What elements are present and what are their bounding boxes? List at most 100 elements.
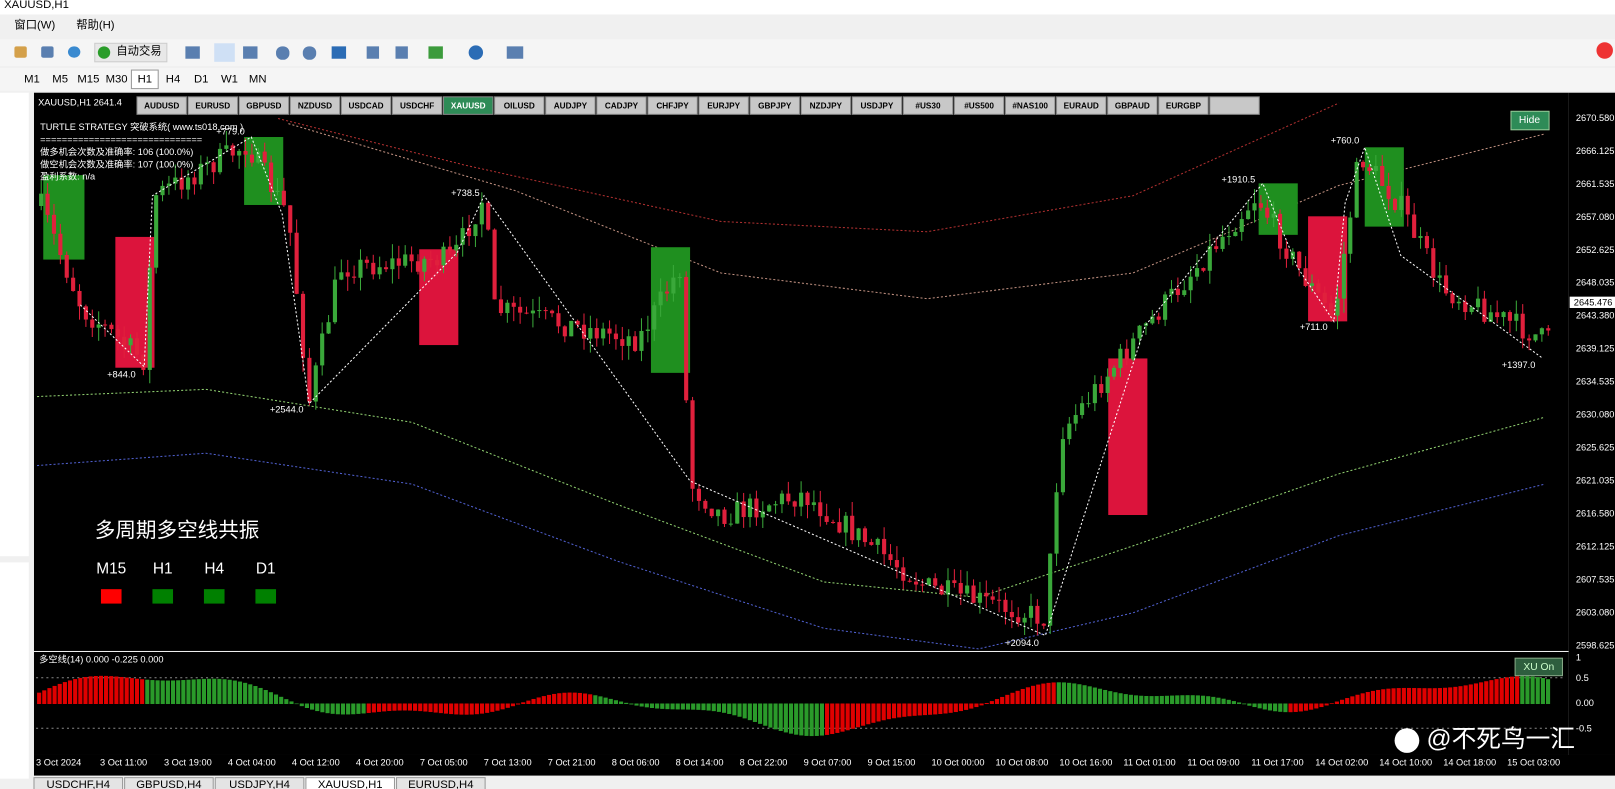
symbol-button[interactable] [442,96,494,115]
xu-button[interactable] [1514,657,1563,677]
symbol-button[interactable] [136,96,187,115]
tf-button[interactable]: M15 [77,73,99,85]
hide-button[interactable] [1510,110,1550,131]
hist-bar [1236,702,1242,705]
tf-button[interactable]: W1 [221,73,238,85]
hist-bar [284,699,289,705]
hist-bar [279,696,284,705]
candle [1028,605,1034,618]
candle [524,312,529,314]
hist-bar [330,703,335,714]
candle [607,328,612,334]
tf-button[interactable]: D1 [194,73,208,85]
symbol-button[interactable] [340,96,392,115]
hist-bar [1242,703,1247,705]
tab[interactable] [214,777,305,789]
candle [562,326,567,337]
resonance-swatch [255,589,277,604]
current-price-box [1569,296,1615,308]
indicator-scale: 1 0.5 0.00 -0.5 [1576,653,1594,734]
resonance-label: H1 [153,561,173,578]
hist-bar [861,703,866,726]
tf-button[interactable]: M1 [24,73,40,85]
symbol-button[interactable] [391,96,443,115]
resonance-label: D1 [256,561,276,578]
hist-bar [1406,687,1412,705]
hist-bar [809,703,814,737]
hist-bar [356,703,361,714]
tab[interactable] [33,777,124,789]
tf-button[interactable]: M30 [106,73,128,85]
candle [1520,313,1525,339]
symbol-button[interactable] [749,96,800,115]
symbol-button[interactable] [1056,96,1107,115]
hist-bar [258,687,263,705]
candle [320,333,325,366]
candle [109,324,114,330]
candle [1054,492,1059,554]
hist-bar [577,692,582,705]
symbol-button[interactable] [187,96,239,115]
candle [1233,231,1238,237]
tab[interactable] [396,777,486,789]
candle [773,504,778,506]
candle [575,320,580,325]
symbol-button[interactable] [545,96,596,115]
hist-bar [449,703,454,715]
tab[interactable] [305,777,395,789]
hist-bar [366,703,371,713]
symbol-button[interactable] [698,96,749,115]
hist-bar [253,686,258,705]
candle [747,498,753,518]
candle [754,498,759,518]
symbol-button[interactable] [238,96,290,115]
hist-bar [469,703,474,715]
candle [1482,298,1487,322]
hist-bar [1473,683,1479,705]
notification-badge[interactable] [1596,42,1613,59]
tf-button[interactable]: M5 [52,73,68,85]
hist-bar [1015,690,1020,705]
tab[interactable] [124,777,214,789]
candle [1246,210,1251,220]
symbol-button[interactable] [647,96,698,115]
symbol-button[interactable] [1158,96,1209,115]
symbol-button[interactable] [494,96,545,115]
xu-label: XU On [1523,662,1554,673]
auto-trade-button[interactable] [94,42,168,63]
candle [1309,283,1315,286]
symbol-button[interactable] [289,96,341,115]
symbol-button[interactable] [596,96,647,115]
symbol-label: EURUSD [195,101,230,110]
symbol-button[interactable] [902,96,954,115]
menu-item[interactable]: 窗口(W) [14,18,55,32]
hist-bar [1293,703,1298,712]
hist-bar [1298,703,1303,712]
candle [1003,599,1008,612]
hist-bar [1314,703,1319,709]
tf-button[interactable]: MN [249,73,267,85]
candle [115,329,120,337]
tab-label: USDCHF,H4 [47,779,110,789]
tf-button[interactable]: H4 [166,73,180,85]
candle [1009,611,1014,618]
price-label: 2630.080 [1576,410,1615,420]
symbol-button[interactable] [1004,96,1056,115]
hist-bar [479,703,485,714]
hist-bar [897,703,902,718]
hist-bar [1339,699,1345,705]
hist-bar [299,703,304,707]
candle [843,515,848,533]
hist-bar [1412,688,1417,705]
hist-bar [670,703,675,710]
profit-label: +760.0 [1331,136,1360,146]
menu-item[interactable]: 帮助(H) [76,18,115,32]
symbol-button[interactable] [953,96,1005,115]
tf-button[interactable]: H1 [138,73,152,85]
symbol-button[interactable] [800,96,852,115]
symbol-button[interactable] [1107,96,1158,115]
symbol-label: #US30 [915,101,941,110]
candle [1527,338,1532,341]
hist-bar [1231,701,1236,705]
symbol-button[interactable] [851,96,903,115]
